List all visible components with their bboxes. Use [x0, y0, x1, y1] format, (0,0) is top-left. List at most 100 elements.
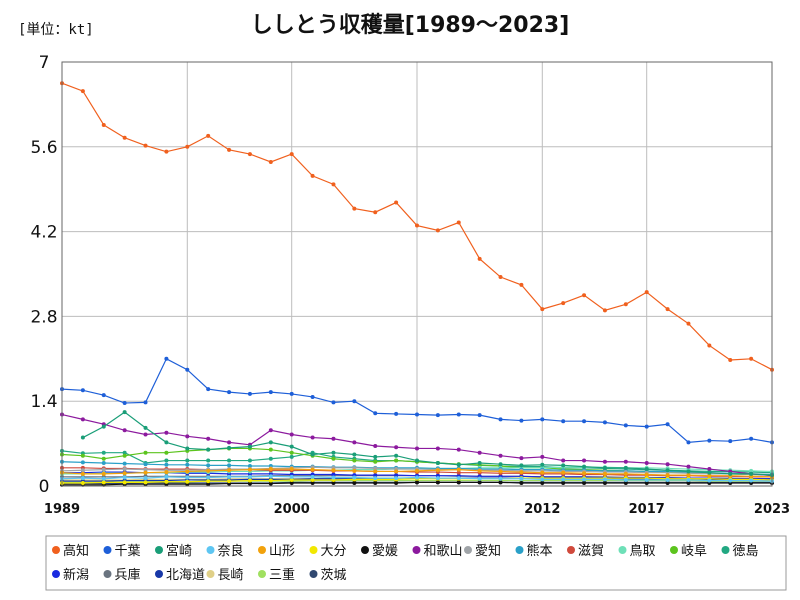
data-point [331, 400, 336, 405]
data-point [247, 458, 252, 463]
data-point [80, 417, 85, 422]
legend-label: 鳥取 [630, 544, 656, 559]
legend-label: 兵庫 [115, 568, 141, 583]
data-point [143, 425, 148, 430]
data-point [101, 460, 106, 465]
legend-marker [515, 546, 524, 554]
legend-item: 和歌山 [412, 544, 463, 559]
y-tick-label: 4.2 [30, 223, 57, 243]
data-point [143, 450, 148, 455]
data-point [602, 465, 607, 470]
data-point [143, 462, 148, 467]
data-point [247, 391, 252, 396]
data-point [185, 367, 190, 372]
data-point [540, 470, 545, 475]
data-point [143, 432, 148, 437]
data-point [206, 463, 211, 468]
legend-marker [206, 570, 215, 578]
data-point [352, 399, 357, 404]
data-point [373, 454, 378, 459]
data-point [749, 471, 754, 476]
data-point [206, 447, 211, 452]
series-奈良 [60, 474, 774, 484]
data-point [80, 480, 85, 485]
data-point [331, 468, 336, 473]
legend-item: 大分 [309, 544, 347, 559]
data-point [519, 470, 524, 475]
data-point [498, 462, 503, 467]
data-point [331, 475, 336, 480]
data-point [665, 422, 670, 427]
data-point [540, 480, 545, 485]
data-point [749, 468, 754, 473]
data-point [227, 458, 232, 463]
data-point [394, 445, 399, 450]
data-point [749, 356, 754, 361]
data-point [373, 210, 378, 215]
legend-marker [258, 570, 266, 578]
data-point [289, 480, 294, 485]
legend-item: 茨城 [309, 568, 347, 583]
data-point [122, 475, 127, 480]
data-point [80, 435, 85, 440]
data-point [164, 430, 169, 435]
data-point [122, 428, 127, 433]
data-point [623, 465, 628, 470]
data-point [665, 307, 670, 312]
data-point [477, 413, 482, 418]
data-point [582, 464, 587, 469]
data-point [227, 445, 232, 450]
legend-box [45, 535, 787, 591]
data-point [456, 220, 461, 225]
data-point [394, 200, 399, 205]
data-point [623, 477, 628, 482]
data-point [289, 152, 294, 157]
legend-marker [309, 546, 318, 554]
data-point [227, 440, 232, 445]
data-point [665, 468, 670, 473]
data-point [227, 463, 232, 468]
data-point [185, 434, 190, 439]
y-axis: 0 1.4 2.8 4.2 5.6 7 [30, 53, 57, 497]
data-point [331, 182, 336, 187]
x-tick-label: 2017 [629, 502, 665, 517]
data-point [310, 480, 315, 485]
data-point [623, 423, 628, 428]
data-point [707, 438, 712, 443]
data-point [477, 256, 482, 261]
data-point [435, 413, 440, 418]
legend-marker [412, 546, 421, 554]
legend-marker [618, 546, 627, 554]
legend-marker [567, 546, 575, 554]
legend-marker [103, 570, 112, 578]
data-point [561, 477, 566, 482]
data-point [644, 472, 649, 477]
data-point [415, 446, 419, 451]
data-point [707, 343, 712, 348]
data-point [665, 480, 670, 485]
y-tick-label: 1.4 [30, 392, 57, 412]
legend-label: 茨城 [321, 568, 347, 583]
legend-label: 奈良 [218, 543, 244, 559]
x-tick-label: 2023 [754, 502, 790, 517]
x-tick-label: 1995 [169, 502, 205, 517]
data-point [101, 467, 106, 472]
legend-marker [309, 570, 318, 578]
legend-label: 和歌山 [424, 544, 463, 559]
data-point [435, 460, 440, 465]
data-point [602, 459, 607, 464]
data-point [540, 417, 545, 422]
data-point [373, 480, 378, 485]
legend-item: 長崎 [206, 568, 244, 583]
data-point [289, 391, 294, 396]
y-tick-label: 5.6 [30, 138, 57, 158]
data-point [331, 472, 336, 477]
data-point [247, 481, 252, 486]
legend-item: 愛知 [464, 543, 501, 559]
legend-marker [361, 546, 369, 554]
legend-label: 長崎 [218, 568, 244, 583]
data-point [582, 458, 587, 463]
data-point [373, 466, 378, 471]
data-point [415, 223, 419, 228]
